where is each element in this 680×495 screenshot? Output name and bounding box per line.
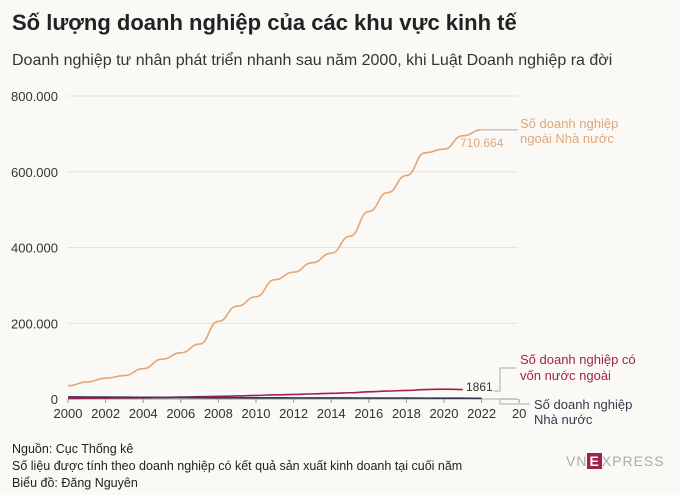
label-connector — [494, 367, 516, 392]
x-tick-label: 2002 — [91, 406, 120, 421]
series-label: Số doanh nghiệp — [520, 116, 618, 131]
series-label: Số doanh nghiệp — [534, 397, 632, 412]
x-tick-label: 2012 — [279, 406, 308, 421]
x-tick-label: 2004 — [129, 406, 158, 421]
vnexpress-logo: VN E XPRESS — [566, 453, 665, 469]
y-tick-label: 800.000 — [11, 89, 58, 104]
series-label: Số doanh nghiệp có — [520, 352, 636, 367]
source-text: Nguồn: Cục Thống kê — [12, 442, 134, 456]
x-tick-label: 2008 — [204, 406, 233, 421]
x-tick-label: 2022 — [467, 406, 496, 421]
x-tick-label: 2020 — [430, 406, 459, 421]
series-label: ngoài Nhà nước — [520, 131, 614, 146]
x-tick-label: 2010 — [242, 406, 271, 421]
x-tick-label: 2014 — [317, 406, 346, 421]
credit-text: Biểu đồ: Đăng Nguyên — [12, 476, 138, 490]
x-tick-label: 2000 — [54, 406, 83, 421]
y-tick-label: 600.000 — [11, 165, 58, 180]
series-label: Nhà nước — [534, 412, 593, 427]
x-tick-label: 2006 — [166, 406, 195, 421]
x-tick-label: 2018 — [392, 406, 421, 421]
line-chart: 0 200.000 400.000 600.000 800.000 2000 2002 200… — [11, 89, 636, 427]
y-tick-label: 400.000 — [11, 241, 58, 256]
chart-subtitle: Doanh nghiệp tư nhân phát triển nhanh sa… — [12, 52, 613, 69]
chart-title: Số lượng doanh nghiệp của các khu vực ki… — [12, 10, 517, 35]
label-connector — [482, 398, 530, 405]
series-line — [67, 396, 482, 400]
series-label: vốn nước ngoài — [520, 368, 611, 383]
end-value-label: 1861 — [466, 380, 493, 394]
series-line — [67, 129, 482, 387]
x-tick-label: 2016 — [354, 406, 383, 421]
y-tick-label: 0 — [51, 392, 58, 407]
y-tick-label: 200.000 — [11, 316, 58, 331]
note-text: Số liệu được tính theo doanh nghiệp có k… — [12, 459, 463, 473]
end-value-label: 710.664 — [460, 136, 504, 150]
x-tick-label: 20 — [512, 406, 526, 421]
